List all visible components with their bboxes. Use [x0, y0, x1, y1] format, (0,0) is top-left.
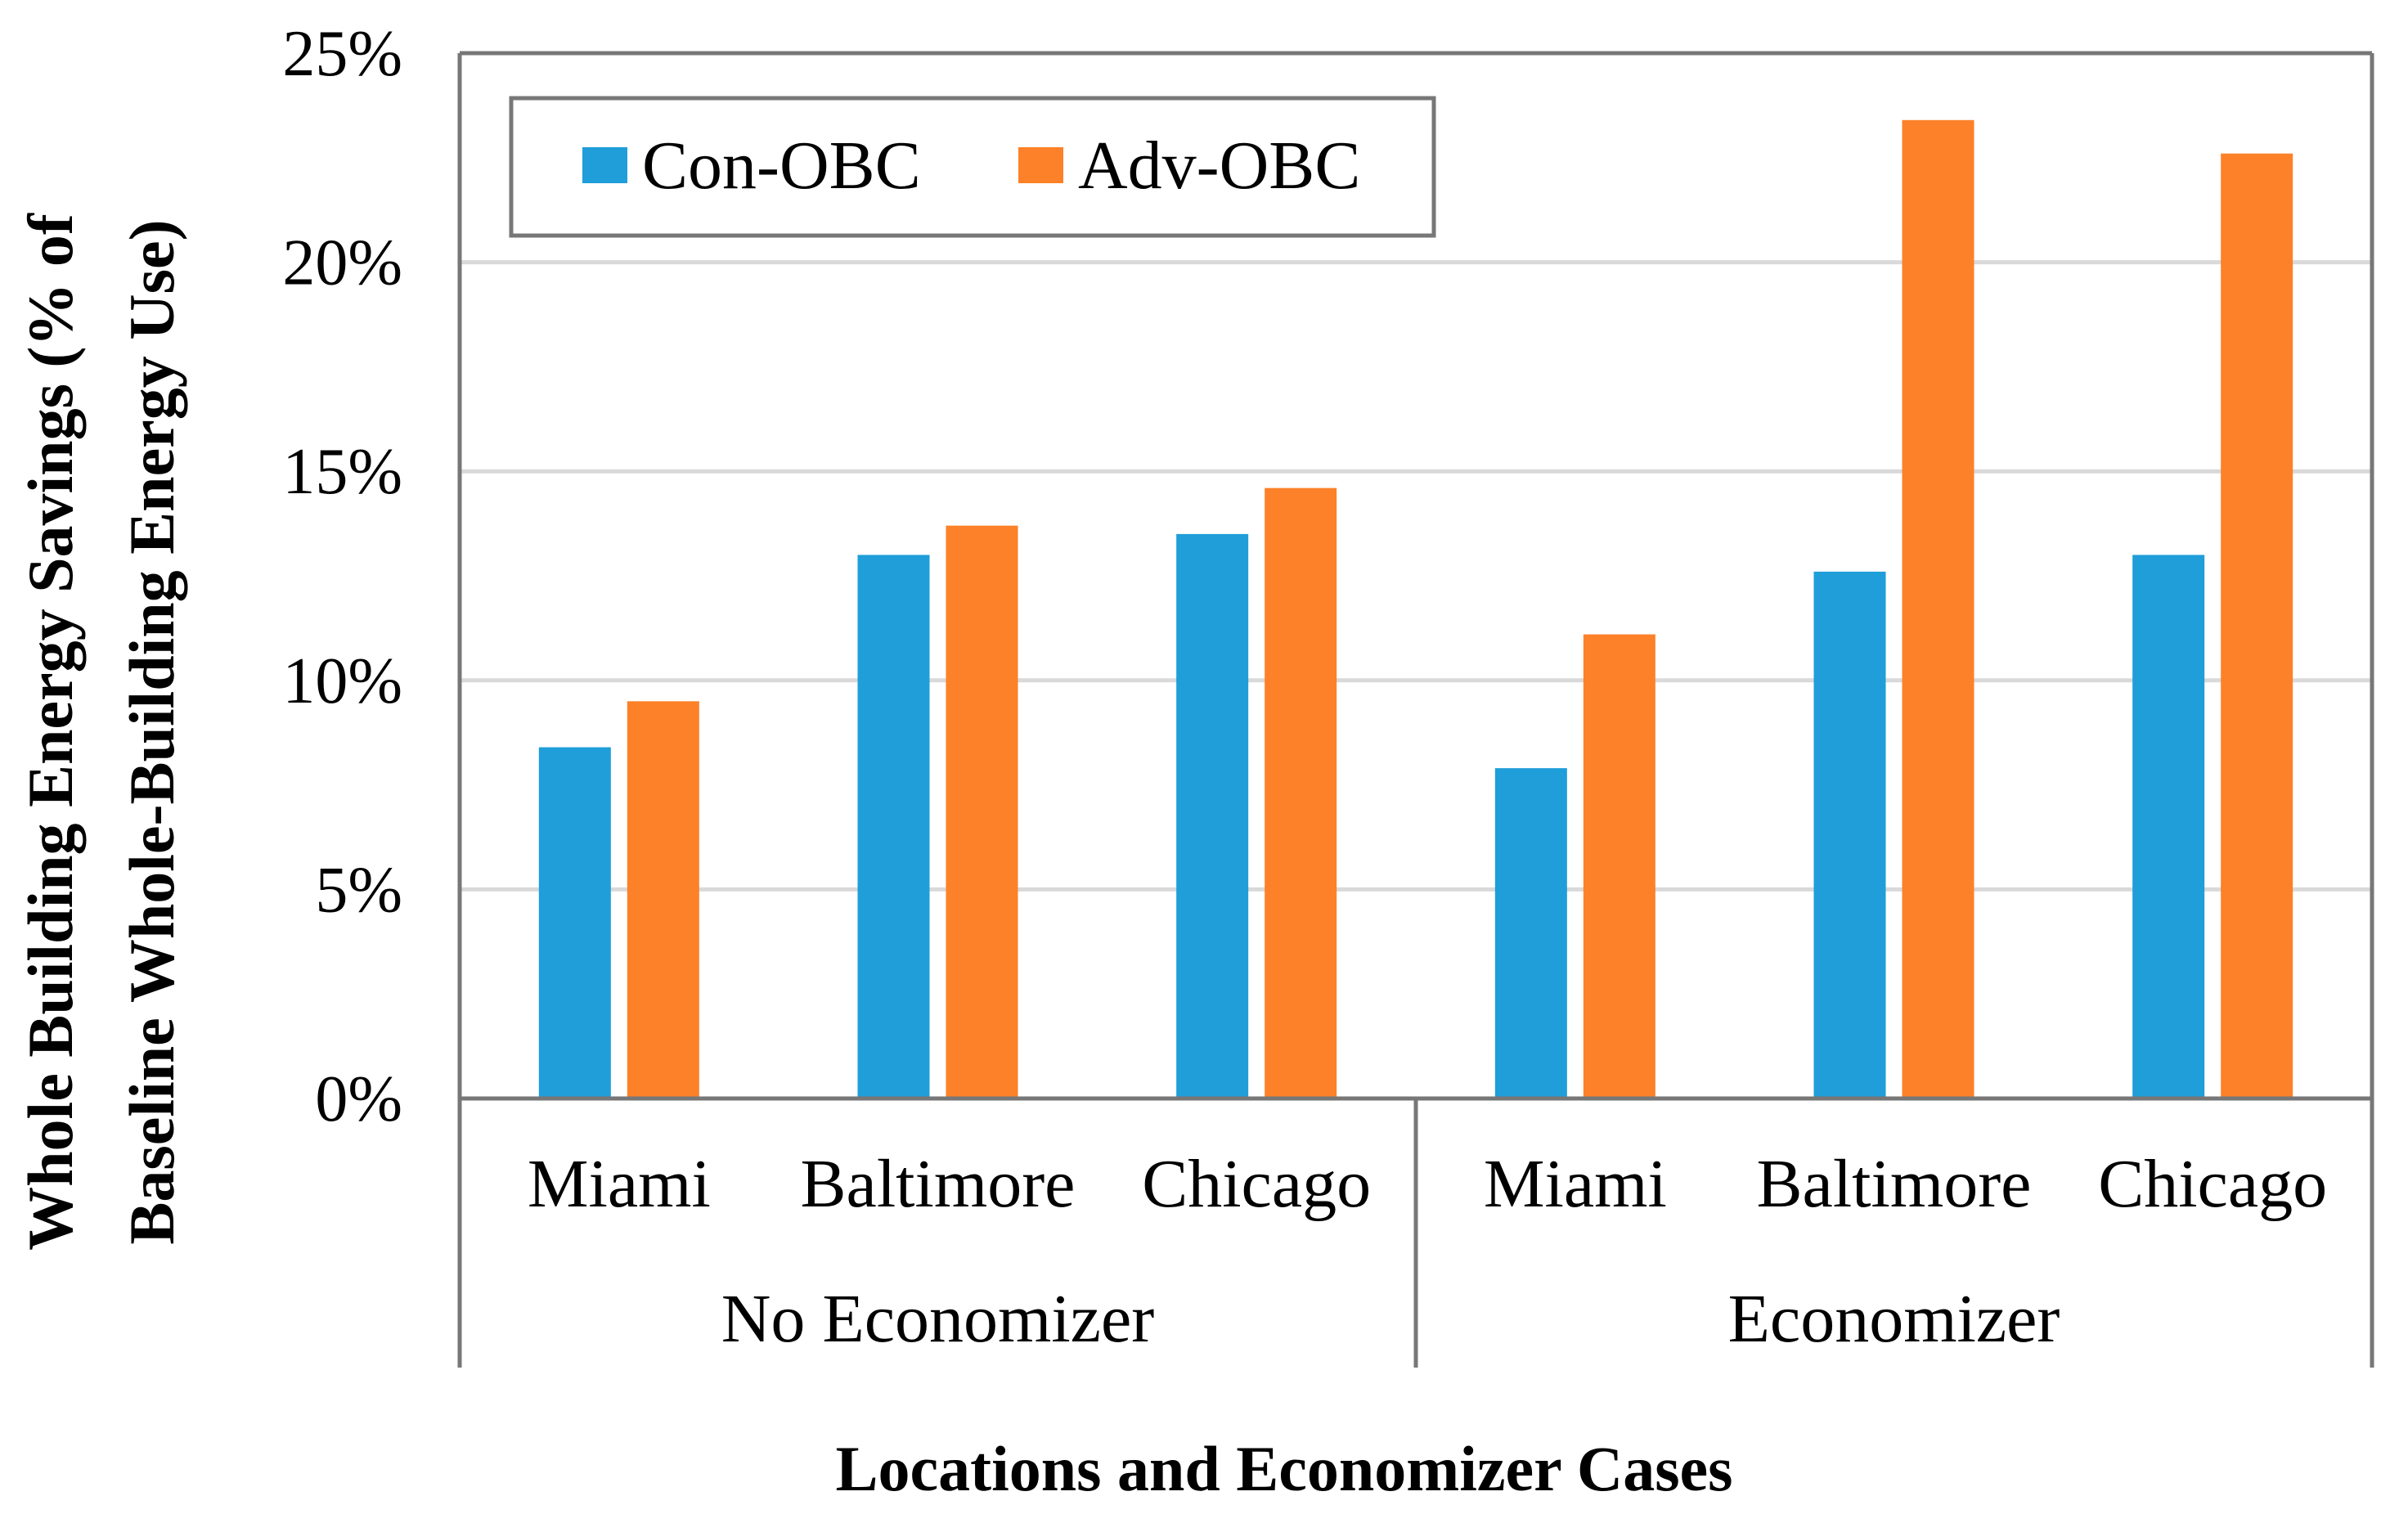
- bar-con-obc-chicago-5: [2132, 555, 2205, 1098]
- bar-con-obc-baltimore-1: [857, 555, 930, 1098]
- y-tick-label: 5%: [315, 854, 402, 926]
- bar-con-obc-miami-0: [538, 747, 611, 1098]
- x-axis-groups: No Economizer Economizer: [721, 1281, 2060, 1357]
- y-tick-label: 25%: [282, 18, 402, 90]
- x-category-label: Baltimore: [801, 1146, 1076, 1222]
- y-axis-ticks: 0% 5% 10% 15% 20% 25%: [282, 18, 402, 1135]
- legend: Con-OBC Adv-OBC: [509, 96, 1436, 238]
- x-category-label: Miami: [528, 1146, 711, 1222]
- bar-con-obc-baltimore-4: [1813, 571, 1886, 1098]
- x-group-label: No Economizer: [721, 1281, 1154, 1357]
- bar-adv-obc-baltimore-1: [946, 525, 1018, 1098]
- bar-con-obc-chicago-2: [1176, 533, 1249, 1098]
- legend-box: [509, 96, 1436, 238]
- bar-adv-obc-chicago-2: [1265, 487, 1337, 1098]
- bar-adv-obc-miami-3: [1583, 634, 1656, 1098]
- bar-adv-obc-chicago-5: [2221, 153, 2293, 1099]
- gridlines: [460, 260, 2372, 892]
- plot-frame: [457, 51, 2374, 1368]
- x-axis-categories: Miami Baltimore Chicago Miami Baltimore Chica…: [528, 1146, 2327, 1222]
- y-axis-title-line-2: Baseline Whole-Building Energy Use): [116, 219, 187, 1244]
- legend-swatch-adv-obc: [1018, 147, 1063, 183]
- x-category-label: Miami: [1484, 1146, 1667, 1222]
- legend-label-con-obc: Con-OBC: [642, 128, 921, 204]
- x-category-label: Baltimore: [1757, 1146, 2032, 1222]
- x-axis-title: Locations and Economizer Cases: [835, 1433, 1732, 1504]
- bar-adv-obc-baltimore-4: [1902, 119, 1974, 1099]
- y-axis-title-line-1: Whole Building Energy Savings (% of: [15, 213, 86, 1251]
- y-tick-label: 20%: [282, 227, 402, 299]
- legend-label-adv-obc: Adv-OBC: [1078, 128, 1360, 204]
- bar-con-obc-miami-3: [1494, 768, 1567, 1098]
- y-tick-label: 15%: [282, 436, 402, 508]
- bars: [538, 119, 2293, 1099]
- y-tick-label: 0%: [315, 1063, 402, 1135]
- legend-swatch-con-obc: [582, 147, 627, 183]
- x-group-label: Economizer: [1728, 1281, 2060, 1357]
- bar-adv-obc-miami-0: [627, 701, 699, 1098]
- y-tick-label: 10%: [282, 645, 402, 717]
- x-category-label: Chicago: [2098, 1146, 2327, 1222]
- x-category-label: Chicago: [1142, 1146, 1371, 1222]
